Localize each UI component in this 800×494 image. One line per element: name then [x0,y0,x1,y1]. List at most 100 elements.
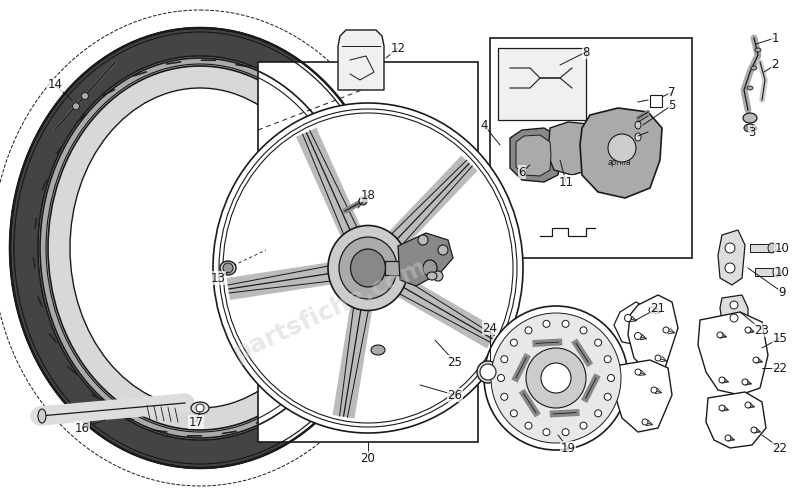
Polygon shape [398,233,453,286]
Circle shape [635,369,641,375]
Circle shape [725,435,731,441]
Text: 20: 20 [361,452,375,464]
Ellipse shape [10,28,390,468]
Ellipse shape [70,88,330,408]
Text: 12: 12 [390,41,406,54]
Circle shape [625,315,631,322]
Circle shape [418,235,428,245]
Bar [498,48,586,120]
Circle shape [525,327,532,334]
Polygon shape [580,108,662,198]
Text: 15: 15 [773,331,787,344]
Ellipse shape [768,243,776,253]
Circle shape [719,405,725,411]
Circle shape [491,313,621,443]
Circle shape [751,427,757,433]
Circle shape [543,429,550,436]
Text: 16: 16 [74,421,90,435]
Text: 10: 10 [774,242,790,254]
Text: 22: 22 [773,442,787,454]
Text: 8: 8 [582,45,590,58]
Ellipse shape [427,272,437,280]
Circle shape [543,320,550,328]
Circle shape [655,355,661,361]
Ellipse shape [371,345,385,355]
Circle shape [594,339,602,346]
Ellipse shape [328,225,408,311]
Text: 22: 22 [773,362,787,374]
Text: 24: 24 [482,322,498,334]
Polygon shape [706,392,766,448]
Ellipse shape [38,56,362,440]
Circle shape [634,332,642,339]
Ellipse shape [220,261,236,275]
Circle shape [730,314,738,322]
Circle shape [510,410,518,417]
Polygon shape [698,312,768,395]
Circle shape [498,374,505,381]
Text: 9: 9 [778,286,786,298]
Text: 14: 14 [47,79,62,91]
Circle shape [649,307,655,313]
Circle shape [717,332,723,338]
Circle shape [510,339,518,346]
Polygon shape [628,295,678,372]
Circle shape [525,422,532,429]
Circle shape [580,327,587,334]
Circle shape [604,393,611,400]
Polygon shape [718,230,745,285]
Text: 26: 26 [447,388,462,402]
Ellipse shape [213,103,523,433]
Circle shape [526,348,586,408]
Circle shape [594,410,602,417]
Circle shape [484,306,628,450]
Ellipse shape [744,124,756,132]
Text: 3: 3 [748,125,756,138]
Ellipse shape [350,249,386,287]
Circle shape [501,356,508,363]
Text: 21: 21 [650,301,666,315]
Circle shape [223,263,233,273]
Bar [650,95,662,107]
Polygon shape [338,30,384,90]
Bar [490,38,692,258]
Text: 2: 2 [771,58,778,72]
Text: 11: 11 [558,175,574,189]
Circle shape [608,134,636,162]
Ellipse shape [423,260,437,276]
Circle shape [607,374,614,381]
Circle shape [562,429,569,436]
Circle shape [501,393,508,400]
Circle shape [745,327,751,333]
Text: 6: 6 [518,165,526,178]
Ellipse shape [339,237,397,299]
Text: 7: 7 [668,85,676,98]
Circle shape [642,419,648,425]
Circle shape [359,197,367,205]
Polygon shape [510,128,560,182]
Circle shape [541,363,571,393]
Text: 10: 10 [774,265,790,279]
Polygon shape [720,295,748,328]
Ellipse shape [743,113,757,123]
Circle shape [663,327,669,333]
Bar [750,244,772,252]
Circle shape [719,377,725,383]
Circle shape [651,387,657,393]
Text: 17: 17 [189,415,203,428]
Circle shape [438,245,448,255]
Circle shape [753,357,759,363]
Circle shape [745,402,751,408]
Polygon shape [516,135,551,176]
Text: 13: 13 [210,272,226,285]
Circle shape [725,243,735,253]
Text: partsfiche.com: partsfiche.com [230,254,430,366]
Text: 25: 25 [447,356,462,369]
Ellipse shape [635,133,641,141]
Circle shape [73,103,79,110]
Circle shape [604,356,611,363]
Circle shape [433,271,443,281]
Ellipse shape [635,121,641,129]
Ellipse shape [191,402,209,414]
Text: 1: 1 [771,32,778,44]
